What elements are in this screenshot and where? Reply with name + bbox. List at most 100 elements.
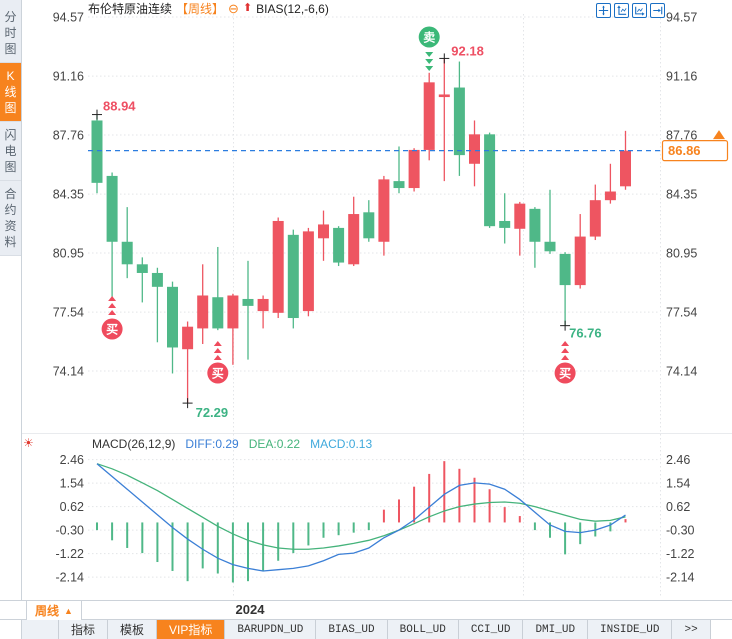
- tab-cci_ud[interactable]: CCI_UD: [459, 620, 524, 639]
- macd-title[interactable]: MACD(26,12,9): [92, 437, 176, 451]
- candle-up: [438, 94, 450, 98]
- buy-signal-badge: [207, 362, 229, 384]
- period-selector[interactable]: 周线 ▲: [26, 601, 82, 620]
- candle-down: [106, 175, 118, 242]
- sidebar-item-char: 电: [4, 144, 17, 158]
- price-axis-label-right: 84.35: [666, 188, 697, 202]
- candle-down: [333, 227, 345, 263]
- sidebar-item-time-chart[interactable]: 分时图: [0, 4, 21, 63]
- candle-up: [514, 203, 526, 229]
- indicator-name[interactable]: BIAS(12,-6,6): [256, 1, 329, 16]
- candle-up: [589, 200, 601, 237]
- buy-signal-text: 买: [559, 367, 571, 381]
- sidebar-item-char: 时: [4, 26, 17, 40]
- collapse-circle-icon[interactable]: ⊖: [228, 1, 239, 16]
- macd-diff-line: [96, 463, 626, 572]
- candle-down: [559, 253, 571, 286]
- tab-more-arrow[interactable]: >>: [672, 620, 711, 639]
- price-axis-label-left: 94.57: [53, 11, 84, 25]
- candle-down: [151, 272, 163, 287]
- buy-signal-badge: [554, 362, 576, 384]
- tab-boll_ud[interactable]: BOLL_UD: [388, 620, 459, 639]
- current-price-tag: [661, 140, 729, 162]
- indicator-tab-bar: 指标 模板 VIP指标 BARUPDN_UD BIAS_UD BOLL_UD CCI_UD D…: [22, 620, 732, 639]
- price-axis-label-right: 94.57: [666, 11, 697, 25]
- candle-down: [363, 212, 375, 239]
- candle-down: [544, 241, 556, 252]
- macd-hist-value: MACD:0.13: [310, 437, 373, 451]
- period-tag[interactable]: 【周线】: [176, 2, 225, 16]
- sidebar-item-char: 约: [4, 203, 17, 217]
- crosshair-icon[interactable]: [596, 3, 611, 18]
- candle-down: [484, 134, 496, 227]
- tab-bar-spacer: [22, 620, 59, 639]
- tab-模板[interactable]: 模板: [108, 620, 158, 639]
- indicator-settings-icon[interactable]: ☀: [23, 436, 34, 450]
- tab-inside_ud[interactable]: INSIDE_UD: [588, 620, 673, 639]
- sidebar-item-lightning-chart[interactable]: 闪电图: [0, 122, 21, 181]
- macd-axis-label-left: -2.14: [56, 571, 85, 585]
- sidebar-item-char: 图: [4, 42, 17, 56]
- macd-axis-label-right: 0.62: [666, 500, 690, 514]
- candle-up: [620, 150, 631, 187]
- buy-triangle-icon: [561, 348, 570, 353]
- extreme-price-label: 88.94: [103, 99, 136, 114]
- candle-down: [242, 298, 254, 306]
- price-axis-label-right: 77.54: [666, 306, 697, 320]
- sidebar-item-contract-info[interactable]: 合约资料: [0, 181, 21, 256]
- candle-up: [182, 326, 194, 350]
- price-up-arrow-icon: [713, 130, 725, 140]
- extreme-price-label: 92.18: [451, 43, 484, 58]
- macd-axis-label-right: -0.30: [666, 524, 695, 538]
- left-axis-icon[interactable]: [614, 3, 629, 18]
- macd-axis-label-left: -0.30: [56, 524, 85, 538]
- chart-toolbar: [596, 3, 665, 18]
- candle-down: [393, 181, 405, 189]
- tab-barupdn_ud[interactable]: BARUPDN_UD: [225, 620, 317, 639]
- candle-up: [318, 224, 329, 239]
- macd-dea-line: [96, 463, 626, 550]
- sidebar-item-char: 合: [4, 187, 17, 201]
- buy-triangle-icon: [108, 296, 117, 301]
- sidebar-item-char: 料: [4, 235, 17, 249]
- price-axis-label-right: 91.16: [666, 70, 697, 84]
- candle-up: [423, 82, 435, 150]
- sidebar-item-char: 图: [4, 101, 17, 115]
- sell-signal-text: 卖: [423, 30, 435, 45]
- candle-down: [499, 220, 511, 228]
- candle-up: [197, 295, 209, 329]
- sidebar-item-char: 分: [4, 10, 17, 24]
- candle-down: [212, 297, 224, 329]
- sidebar-item-char: K: [6, 69, 15, 83]
- right-axis-icon[interactable]: [650, 3, 665, 18]
- buy-triangle-icon: [108, 310, 117, 315]
- extreme-price-label: 72.29: [196, 405, 229, 420]
- macd-axis-label-left: 2.46: [60, 453, 84, 467]
- x-axis-year-label: 2024: [235, 602, 265, 617]
- tab-dmi_ud[interactable]: DMI_UD: [523, 620, 589, 639]
- macd-axis-label-right: 1.54: [666, 477, 690, 491]
- extreme-price-label: 76.76: [569, 326, 602, 341]
- tab-vip指标[interactable]: VIP指标: [157, 620, 226, 639]
- candle-up: [348, 214, 360, 265]
- tab-bar-empty-area: [710, 620, 732, 639]
- sell-triangle-icon: [425, 52, 434, 57]
- candle-up: [469, 134, 480, 164]
- buy-triangle-icon: [561, 341, 570, 346]
- sell-signal-badge: [418, 26, 440, 48]
- bottom-axis-icon[interactable]: [632, 3, 647, 18]
- candle-up: [302, 231, 314, 312]
- buy-signal-text: 买: [106, 323, 118, 337]
- buy-triangle-icon: [213, 341, 222, 346]
- buy-triangle-icon: [213, 355, 222, 360]
- price-axis-label-left: 87.76: [53, 129, 84, 143]
- sell-triangle-icon: [425, 59, 434, 64]
- tab-指标[interactable]: 指标: [59, 620, 109, 639]
- tab-bias_ud[interactable]: BIAS_UD: [316, 620, 388, 639]
- sell-triangle-icon: [425, 66, 434, 71]
- chart-footer-strip: 周线 ▲ 2024: [0, 600, 732, 620]
